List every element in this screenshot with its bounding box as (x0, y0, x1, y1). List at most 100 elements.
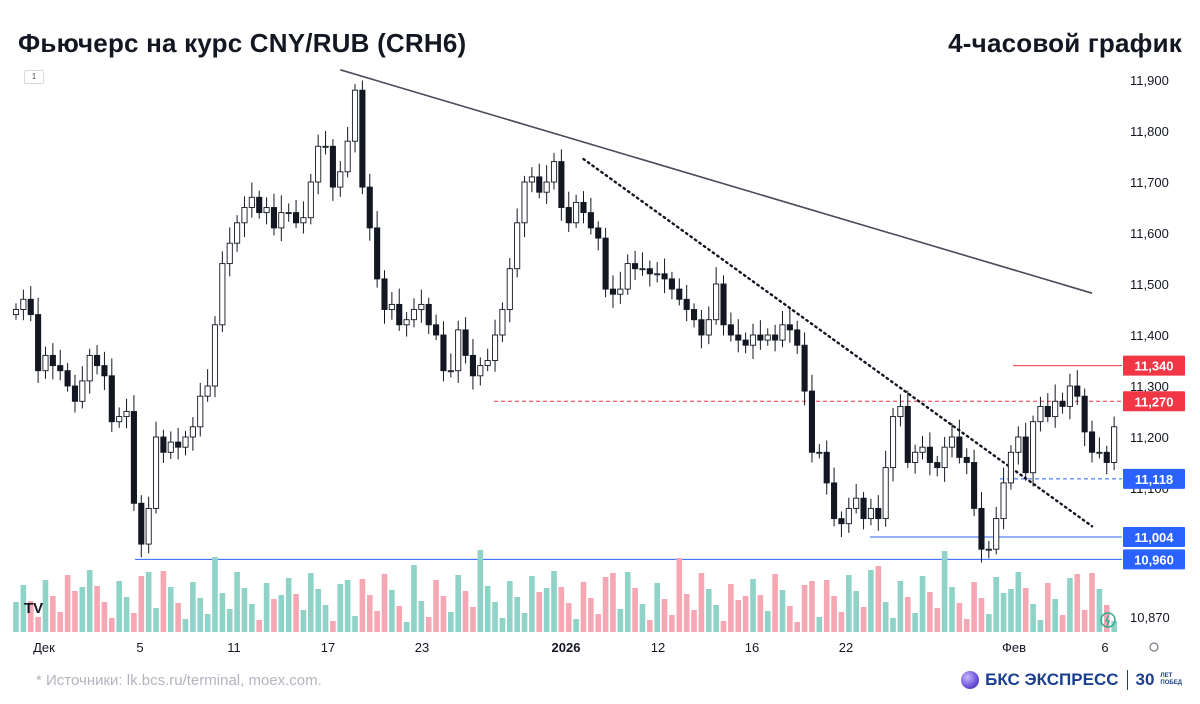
candle (808, 374, 816, 463)
candle-body (565, 207, 572, 224)
candle-body (396, 303, 403, 326)
candle (772, 324, 779, 352)
candle (875, 495, 882, 531)
candle (587, 197, 594, 235)
volume-bar (1045, 583, 1051, 632)
volume-bar (676, 558, 683, 632)
candle (484, 348, 491, 372)
candle (735, 319, 742, 353)
candle-body (351, 89, 359, 142)
candle-body (344, 140, 351, 173)
volume-bar (853, 591, 859, 632)
price-level-badge: 11,004 (1123, 526, 1185, 547)
volume-bar (197, 598, 204, 632)
candle-body (897, 405, 904, 418)
volume-bar (263, 583, 270, 632)
candle-body (536, 176, 543, 193)
price-level-badge: 11,340 (1123, 355, 1185, 376)
candle-body (182, 436, 189, 448)
volume-bar (875, 566, 882, 632)
candle-body (234, 222, 241, 244)
volume-bar (654, 583, 660, 632)
candle (1000, 467, 1007, 530)
candle (683, 285, 690, 322)
candle (602, 227, 609, 298)
volume-bar (669, 615, 675, 632)
candle-body (27, 298, 34, 316)
volume-bar (359, 579, 366, 632)
candle (1074, 370, 1081, 405)
candle (727, 312, 734, 342)
candle (359, 80, 366, 195)
volume-bar (514, 597, 520, 632)
candle-body (1059, 400, 1066, 407)
volume-bar (986, 614, 992, 632)
volume-bar (971, 582, 977, 632)
candle-body (410, 309, 418, 321)
candle (123, 398, 130, 429)
volume-bar (506, 581, 513, 632)
candle (1022, 422, 1029, 481)
candle (49, 343, 56, 380)
volume-bar (433, 580, 439, 632)
candle-body (329, 145, 336, 188)
candle (550, 152, 558, 190)
candle-body (926, 446, 933, 463)
candle (860, 492, 867, 530)
candle-body (971, 462, 978, 509)
volume-bar (941, 551, 948, 632)
candle (1096, 437, 1103, 459)
volume-bar (94, 586, 100, 632)
volume-bar (167, 587, 174, 632)
candle-body (256, 196, 263, 214)
candle-body (646, 268, 653, 275)
volume-bar (484, 586, 491, 632)
y-tick-label: 11,500 (1130, 277, 1169, 292)
candle-body (175, 441, 182, 448)
volume-bar (573, 619, 579, 632)
candle-body (853, 497, 860, 509)
volume-bar (868, 570, 874, 632)
candle-body (764, 334, 771, 341)
volume-bar (698, 573, 705, 632)
candle-body (492, 334, 499, 361)
candle-body (64, 370, 71, 387)
candle-body (447, 370, 454, 373)
volume-bar (809, 581, 815, 632)
settings-icon[interactable] (1149, 642, 1159, 652)
volume-bar (647, 620, 653, 632)
volume-bar (241, 588, 248, 632)
interval-badge[interactable]: 1 (24, 70, 44, 84)
flash-icon[interactable] (1100, 612, 1116, 628)
volume-bar (285, 578, 292, 632)
candle-body (705, 319, 712, 336)
candle-body (71, 385, 79, 402)
candle (580, 191, 587, 224)
candle (558, 149, 565, 221)
candle (764, 328, 771, 346)
volume-bar (116, 581, 122, 632)
candle (1111, 416, 1118, 471)
candle (904, 390, 911, 469)
x-tick-label: 17 (321, 640, 335, 655)
candle-body (867, 507, 874, 520)
candle (64, 363, 71, 392)
candle (1103, 445, 1110, 475)
candle-body (226, 242, 233, 265)
candle-body (499, 309, 506, 336)
volume-bar (1052, 599, 1058, 632)
candle (381, 270, 388, 324)
candle (912, 444, 919, 474)
candle-body (978, 507, 985, 550)
volume-bar (764, 611, 771, 632)
volume-bar (293, 594, 299, 632)
candle-body (698, 319, 705, 336)
candle-body (993, 518, 1000, 550)
volume-bar (145, 572, 152, 632)
candle (248, 182, 255, 218)
candle (455, 320, 462, 383)
volume-bar (610, 573, 616, 632)
candle-body (49, 354, 56, 367)
timeframe-title: 4-часовой график (948, 28, 1182, 58)
